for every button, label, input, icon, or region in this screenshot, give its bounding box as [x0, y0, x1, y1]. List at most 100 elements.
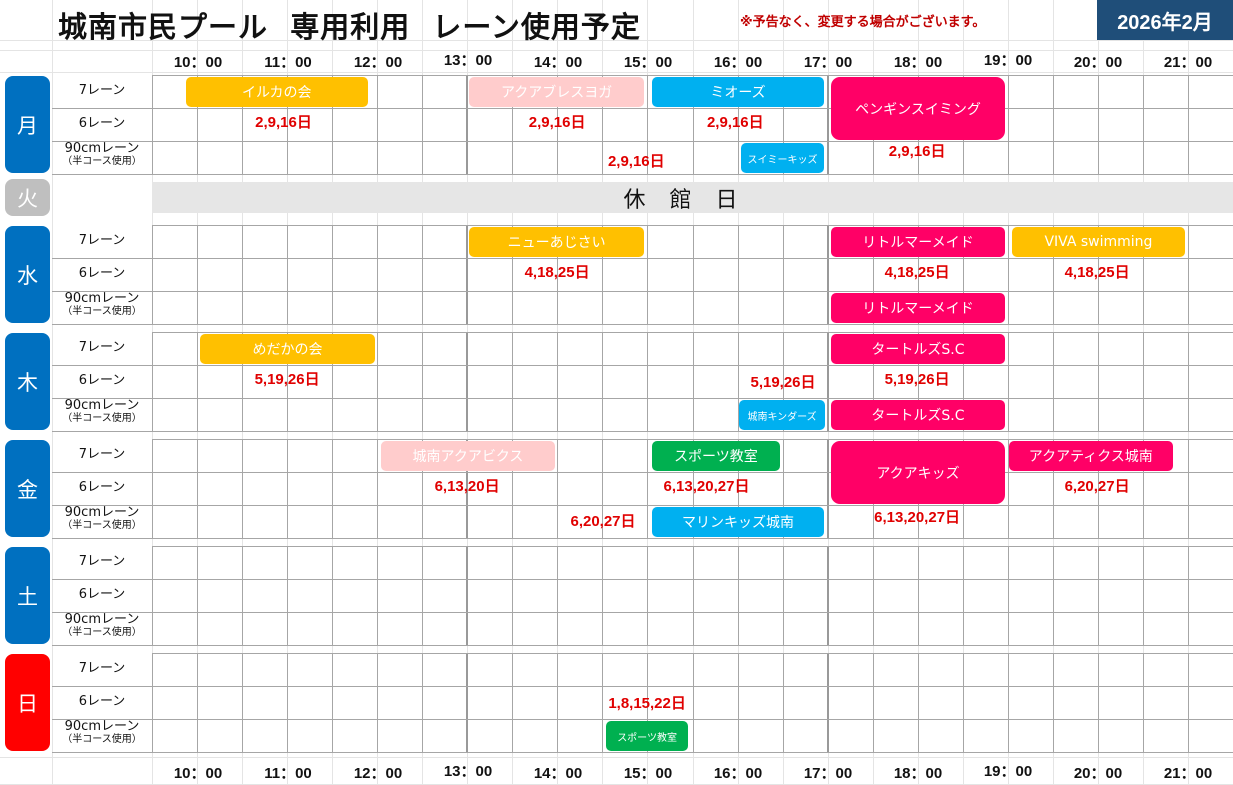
gridline-v	[466, 333, 469, 431]
gridline-v	[557, 333, 559, 431]
gridline-v	[1052, 226, 1054, 324]
time-label: 15：00	[623, 765, 673, 782]
time-label: 21：00	[1163, 765, 1213, 782]
time-label: 16：00	[713, 765, 763, 782]
event-block[interactable]: 城南キンダーズ	[739, 400, 826, 430]
gridline-v	[422, 76, 424, 174]
gridline-v	[1187, 76, 1189, 174]
lane-label: 90cmレーン （半コース使用）	[52, 141, 152, 167]
gridline-v	[962, 547, 964, 645]
event-block[interactable]: ペンギンスイミング	[830, 77, 1006, 140]
event-block[interactable]: VIVA swimming	[1011, 227, 1186, 257]
lane-divider	[52, 612, 1233, 613]
lane-name: 6レーン	[78, 116, 126, 131]
gridline-v	[287, 333, 289, 431]
time-label: 17：00	[803, 765, 853, 782]
event-block[interactable]: マリンキッズ城南	[651, 507, 825, 537]
time-label: 12：00	[353, 54, 403, 71]
event-block[interactable]: スポーツ教室	[651, 441, 781, 471]
gridline-v	[197, 654, 199, 752]
event-block[interactable]: イルカの会	[185, 77, 368, 107]
time-label: 10：00	[173, 765, 223, 782]
lane-divider	[52, 645, 1233, 646]
gridline-v	[782, 547, 784, 645]
gridline-v	[692, 76, 694, 174]
event-dates: 6,13,20,27日	[663, 478, 750, 495]
day-tab: 日	[5, 654, 50, 751]
gridline-v	[782, 76, 784, 174]
lane-divider	[52, 686, 1233, 687]
gridline-v	[1097, 333, 1099, 431]
gridline-v	[1097, 440, 1099, 538]
event-dates: 6,20,27日	[1064, 478, 1130, 495]
lane-name: 6レーン	[78, 587, 126, 602]
gridline-v	[557, 226, 559, 324]
gridline-v	[647, 226, 649, 324]
gridline-v	[1052, 440, 1054, 538]
time-label: 20：00	[1073, 765, 1123, 782]
lane-divider	[52, 141, 1233, 142]
event-block[interactable]: ニューあじさい	[469, 227, 645, 257]
event-block[interactable]: スポーツ教室	[605, 721, 689, 751]
event-block[interactable]: めだかの会	[199, 334, 376, 364]
gridline-v	[647, 333, 649, 431]
event-dates: 2,9,16日	[706, 114, 764, 131]
lane-label: 6レーン	[52, 266, 152, 281]
gridline-v	[692, 440, 694, 538]
gridline-v	[1142, 76, 1144, 174]
gridline-v	[647, 654, 649, 752]
event-block[interactable]: タートルズS.C	[830, 400, 1006, 430]
day-tab: 木	[5, 333, 50, 430]
lane-time-grid	[152, 546, 1233, 645]
gridline-v	[332, 76, 334, 174]
faint-gridline-h	[0, 757, 1233, 758]
event-dates: 2,9,16日	[607, 153, 665, 170]
gridline-v	[197, 226, 199, 324]
lane-divider	[52, 505, 1233, 506]
gridline-v	[917, 654, 919, 752]
event-block[interactable]: ミオーズ	[651, 77, 825, 107]
lane-name: 7レーン	[78, 447, 126, 462]
gridline-v	[466, 226, 469, 324]
event-block[interactable]: 城南アクアビクス	[380, 441, 556, 471]
event-block[interactable]: アクアブレスヨガ	[469, 77, 645, 107]
lane-name: 6レーン	[78, 480, 126, 495]
event-block[interactable]: アクアティクス城南	[1009, 441, 1173, 471]
gridline-v	[647, 547, 649, 645]
gridline-v	[287, 440, 289, 538]
gridline-v	[377, 547, 379, 645]
event-block[interactable]: アクアキッズ	[830, 441, 1006, 504]
event-block[interactable]: リトルマーメイド	[830, 227, 1006, 257]
gridline-v	[737, 547, 739, 645]
lane-divider	[52, 291, 1233, 292]
gridline-v	[287, 226, 289, 324]
event-dates: 4,18,25日	[884, 264, 950, 281]
gridline-v	[512, 333, 514, 431]
gridline-v	[557, 654, 559, 752]
lane-name: 6レーン	[78, 373, 126, 388]
time-label: 18：00	[893, 765, 943, 782]
event-block[interactable]: リトルマーメイド	[830, 293, 1006, 323]
lane-time-grid	[152, 225, 1233, 324]
gridline-v	[737, 76, 739, 174]
event-dates: 1,8,15,22日	[608, 695, 686, 712]
lane-divider	[52, 538, 1233, 539]
event-block[interactable]: スイミーキッズ	[740, 143, 825, 173]
gridline-v	[512, 226, 514, 324]
lane-sub-note: （半コース使用）	[62, 520, 142, 532]
gridline-v	[826, 654, 829, 752]
lane-divider	[52, 365, 1233, 366]
lane-label: 90cmレーン （半コース使用）	[52, 398, 152, 424]
lane-name: 6レーン	[78, 266, 126, 281]
gridline-v	[377, 333, 379, 431]
gridline-v	[377, 654, 379, 752]
gridline-v	[782, 440, 784, 538]
event-block[interactable]: タートルズS.C	[830, 334, 1006, 364]
gridline-v	[1097, 226, 1099, 324]
gridline-v	[287, 654, 289, 752]
gridline-v	[872, 226, 874, 324]
gridline-v	[242, 226, 244, 324]
time-label: 17：00	[803, 54, 853, 71]
gridline-v	[1052, 333, 1054, 431]
gridline-v	[1007, 440, 1009, 538]
